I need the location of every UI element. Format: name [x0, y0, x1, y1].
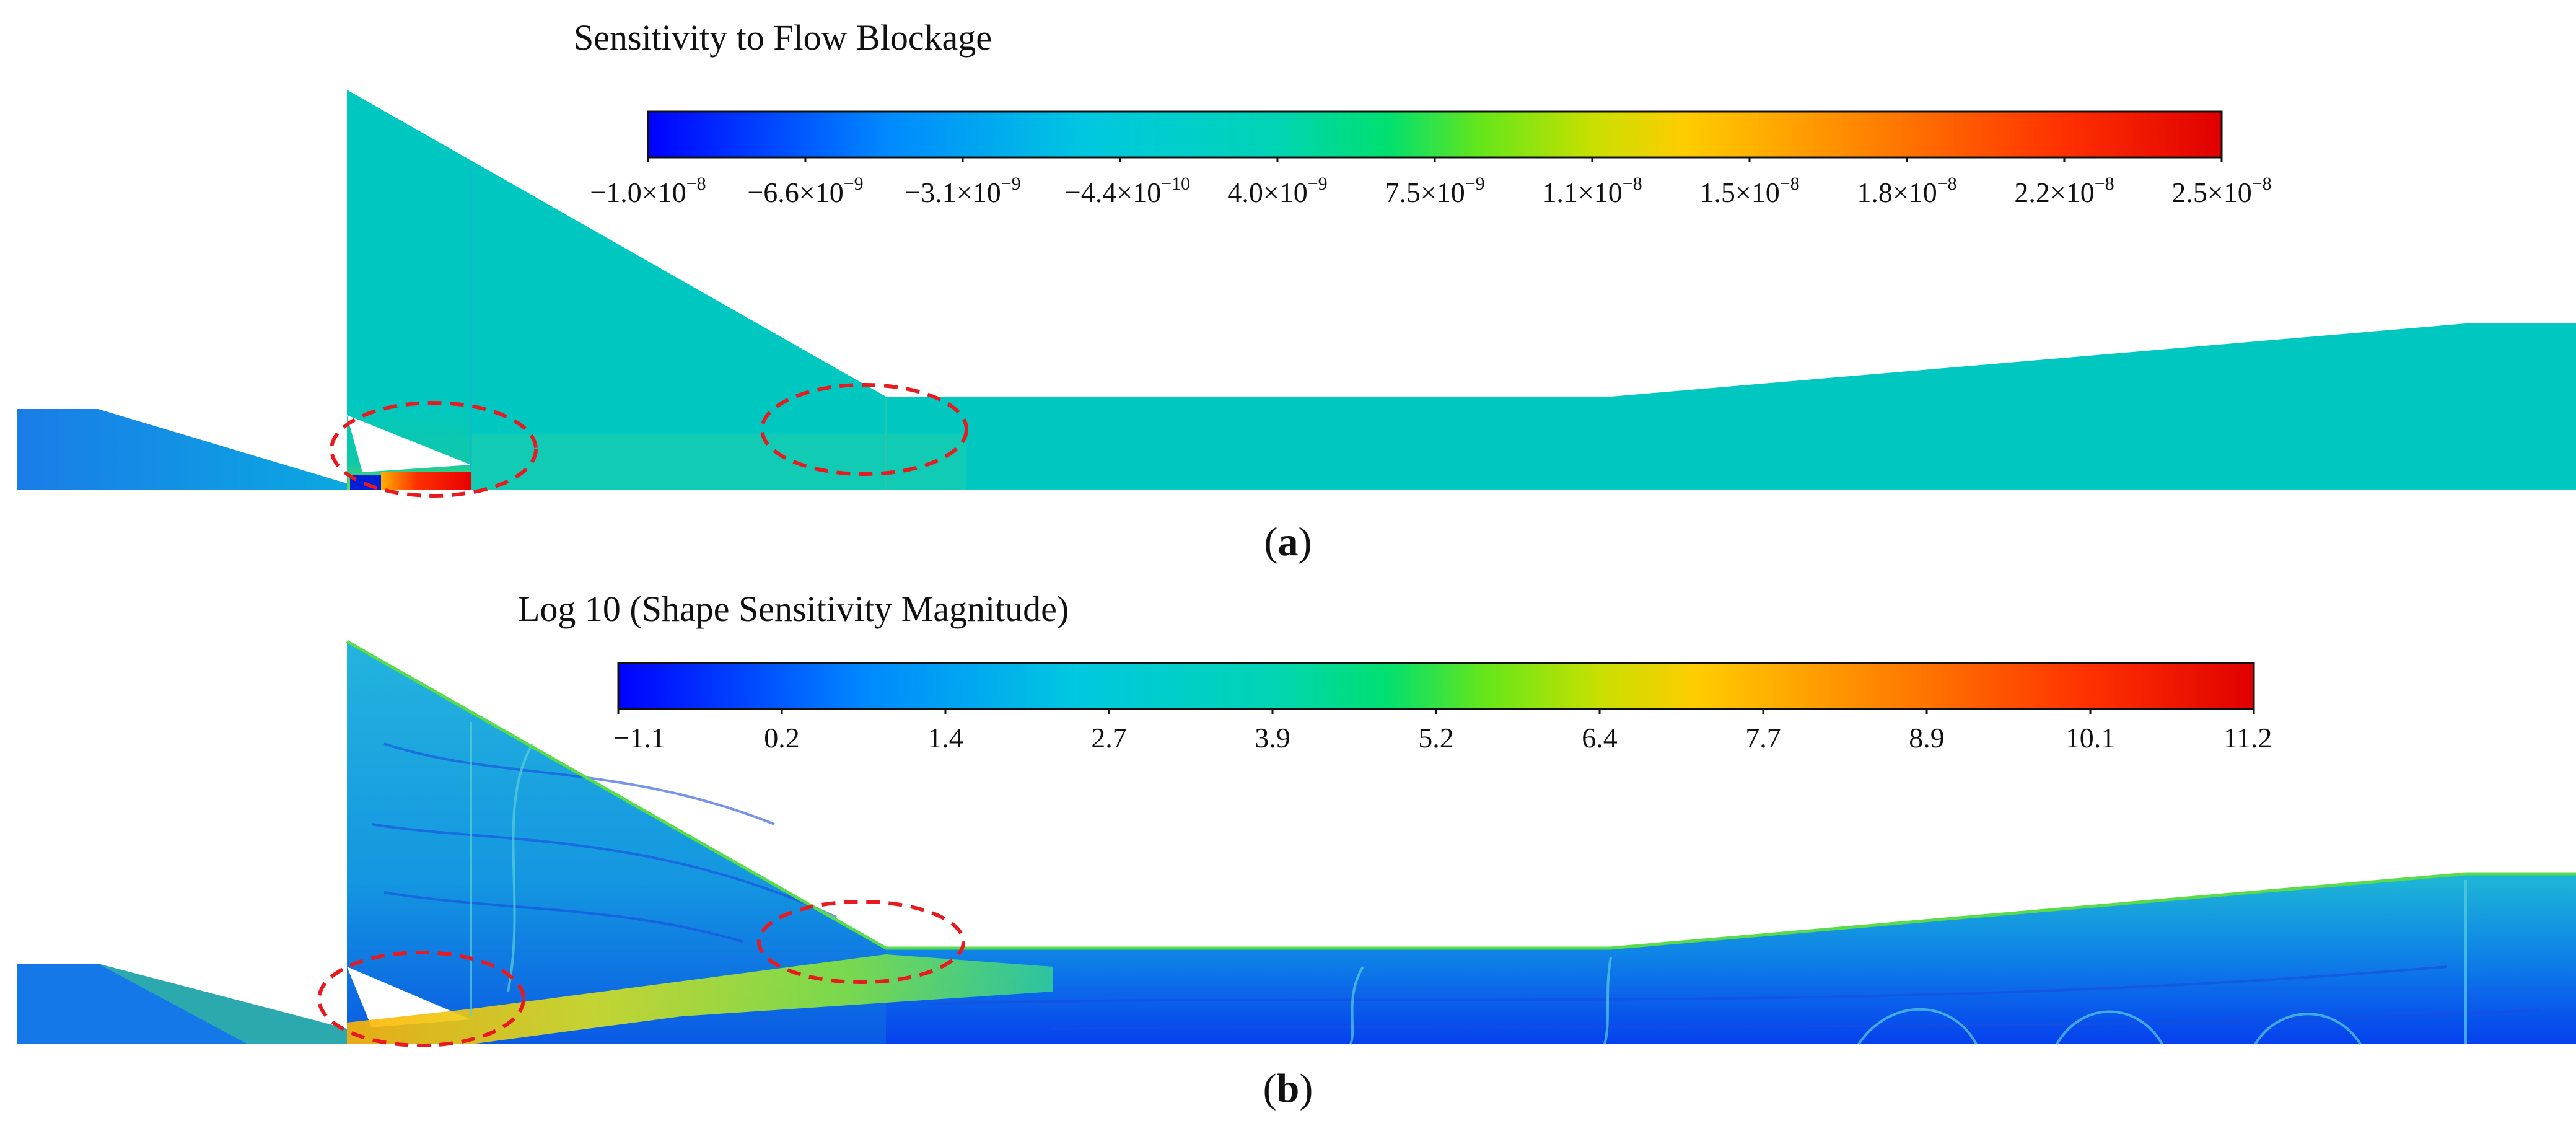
- panel-a-inlet: [17, 409, 347, 490]
- colorbar-a-tick: 7.5×10−9: [1385, 174, 1484, 208]
- panel-b-title: Log 10 (Shape Sensitivity Magnitude): [518, 589, 1069, 629]
- panel-a-hotspot: [381, 472, 471, 490]
- colorbar-b-tick: 0.2: [764, 722, 800, 754]
- panel-b-colorbar: −1.1 0.2 1.4 2.7 3.9 5.2 6.4 7.7 8.9 10.…: [613, 662, 2272, 754]
- colorbar-a-tick: 1.8×10−8: [1857, 174, 1956, 208]
- colorbar-b-tick: 1.4: [927, 722, 963, 754]
- panel-b-tick-labels: −1.1 0.2 1.4 2.7 3.9 5.2 6.4 7.7 8.9 10.…: [613, 722, 2272, 754]
- colorbar-b-tick: 8.9: [1909, 722, 1945, 754]
- colorbar-b-tick: 5.2: [1418, 722, 1454, 754]
- panel-a-cavity: [347, 415, 471, 472]
- panel-b-upper-edge: [346, 640, 2576, 950]
- panel-a-highlights: [330, 383, 968, 498]
- colorbar-a-tick: −4.4×10−10: [1065, 174, 1190, 208]
- highlight-circle-a2: [760, 383, 968, 476]
- panel-b-label: (b): [1263, 1066, 1313, 1111]
- panel-b-highlights: [317, 900, 965, 1047]
- highlight-circle-b1: [317, 951, 525, 1047]
- colorbar-a-tick: 2.2×10−8: [2014, 174, 2114, 208]
- panel-b-shock-lines: [470, 722, 2467, 1045]
- panel-a-contour-field: [17, 90, 2576, 490]
- highlight-circle-a1: [330, 401, 538, 498]
- panel-a-wake: [471, 434, 966, 490]
- panel-b-tick-marks: [617, 709, 2255, 714]
- colorbar-a-tick: −6.6×10−9: [747, 174, 863, 208]
- panel-b-inlet-shear: [98, 964, 347, 1044]
- colorbar-b-tick: 7.7: [1745, 722, 1781, 754]
- colorbar-b-tick: 10.1: [2066, 722, 2116, 754]
- panel-b-blade: [347, 641, 886, 1044]
- panel-b-duct: [886, 874, 2576, 1044]
- panel-b-contour-field: [17, 640, 2576, 1045]
- panel-a: Sensitivity to Flow Blockage −1.0×10−8 −…: [17, 17, 2576, 565]
- panel-a-label: (a): [1264, 519, 1312, 565]
- panel-a-title: Sensitivity to Flow Blockage: [574, 17, 992, 58]
- colorbar-a-tick: 4.0×10−9: [1227, 174, 1327, 208]
- panel-a-colorbar-gradient: [647, 110, 2223, 159]
- panel-a-colorbar: −1.0×10−8 −6.6×10−9 −3.1×10−9 −4.4×10−10…: [590, 110, 2272, 208]
- colorbar-b-tick: −1.1: [613, 722, 665, 754]
- colorbar-b-tick: 2.7: [1091, 722, 1127, 754]
- colorbar-a-tick: −1.0×10−8: [590, 174, 706, 208]
- panel-b-streaks: [371, 742, 2541, 1030]
- panel-b-colorbar-gradient: [617, 662, 2255, 710]
- panel-a-domain: [347, 90, 2576, 490]
- panel-a-tick-labels: −1.0×10−8 −6.6×10−9 −3.1×10−9 −4.4×10−10…: [590, 174, 2271, 208]
- panel-b: Log 10 (Shape Sensitivity Magnitude) −1.…: [17, 589, 2576, 1111]
- colorbar-a-tick: 1.1×10−8: [1542, 174, 1642, 208]
- panel-b-shear-layer: [347, 954, 1053, 1044]
- colorbar-a-tick: 2.5×10−8: [2171, 174, 2271, 208]
- panel-a-tick-marks: [647, 157, 2223, 162]
- colorbar-a-tick: 1.5×10−8: [1699, 174, 1799, 208]
- colorbar-b-tick: 11.2: [2223, 722, 2272, 754]
- colorbar-b-tick: 6.4: [1582, 722, 1618, 754]
- highlight-circle-b2: [757, 900, 965, 984]
- colorbar-a-tick: −3.1×10−9: [905, 174, 1020, 208]
- colorbar-b-tick: 3.9: [1255, 722, 1290, 754]
